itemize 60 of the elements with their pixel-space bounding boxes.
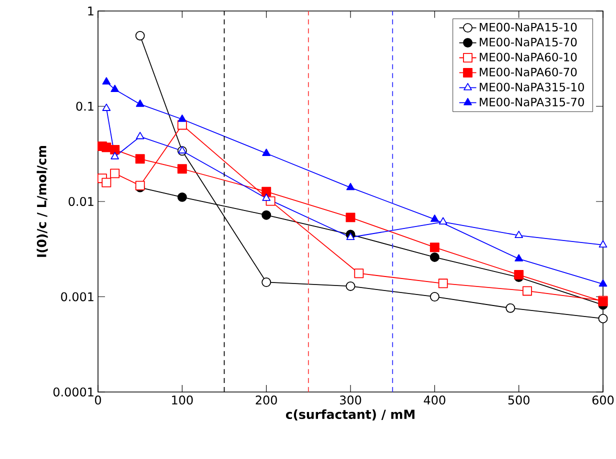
point xyxy=(514,230,523,238)
x-axis-title: c(surfactant) / mM xyxy=(286,409,414,420)
x-tick-label: 300 xyxy=(340,396,362,405)
y-axis-title: I(0)/c / L/mol/cm xyxy=(36,146,48,257)
point xyxy=(262,210,272,220)
x-tick-label: 400 xyxy=(424,396,446,405)
point xyxy=(514,270,524,280)
x-tick-label: 600 xyxy=(592,396,614,405)
point xyxy=(430,252,440,262)
point xyxy=(177,192,187,202)
point xyxy=(135,154,145,164)
point xyxy=(438,217,448,225)
point xyxy=(178,114,186,122)
y-tick-label: 0.0001 xyxy=(53,387,94,397)
point xyxy=(346,232,355,240)
point xyxy=(598,279,608,287)
point xyxy=(346,281,356,291)
x-tick-label: 500 xyxy=(508,396,530,405)
legend-label: ME00-NaPA15-70 xyxy=(480,38,577,46)
y-tick-label: 0.001 xyxy=(61,292,94,302)
legend-label: ME00-NaPA315-70 xyxy=(480,98,584,106)
legend-label: ME00-NaPA15-10 xyxy=(480,22,577,32)
point xyxy=(262,194,270,201)
point xyxy=(514,254,523,262)
point xyxy=(110,152,119,160)
point xyxy=(110,84,119,92)
point xyxy=(102,142,112,152)
point xyxy=(522,286,532,296)
point xyxy=(430,242,440,252)
point xyxy=(178,146,186,154)
y-tick-label: 1 xyxy=(88,6,94,16)
point xyxy=(262,278,272,287)
point xyxy=(598,314,608,324)
point xyxy=(102,104,111,111)
point xyxy=(346,182,355,190)
x-tick-label: 0 xyxy=(94,396,102,405)
point xyxy=(135,30,145,40)
x-tick-label: 100 xyxy=(172,396,193,405)
point xyxy=(262,148,270,156)
point xyxy=(102,178,112,188)
point xyxy=(110,144,120,154)
point xyxy=(177,164,187,174)
point xyxy=(136,99,144,107)
point xyxy=(102,77,111,85)
legend-label: ME00-NaPA60-70 xyxy=(480,68,577,76)
point xyxy=(110,168,120,178)
y-tick-label: 0.01 xyxy=(68,196,94,206)
legend-label: ME00-NaPA315-10 xyxy=(480,82,584,92)
legend-label: ME00-NaPA60-10 xyxy=(480,52,577,62)
point xyxy=(354,268,364,278)
point xyxy=(438,278,448,288)
point xyxy=(262,186,272,196)
y-tick-label: 0.1 xyxy=(76,102,94,111)
point xyxy=(346,212,356,222)
x-tick-label: 200 xyxy=(256,396,277,405)
point xyxy=(430,292,440,302)
point xyxy=(598,240,608,248)
point xyxy=(136,132,144,140)
point xyxy=(506,303,516,313)
point xyxy=(430,214,439,222)
